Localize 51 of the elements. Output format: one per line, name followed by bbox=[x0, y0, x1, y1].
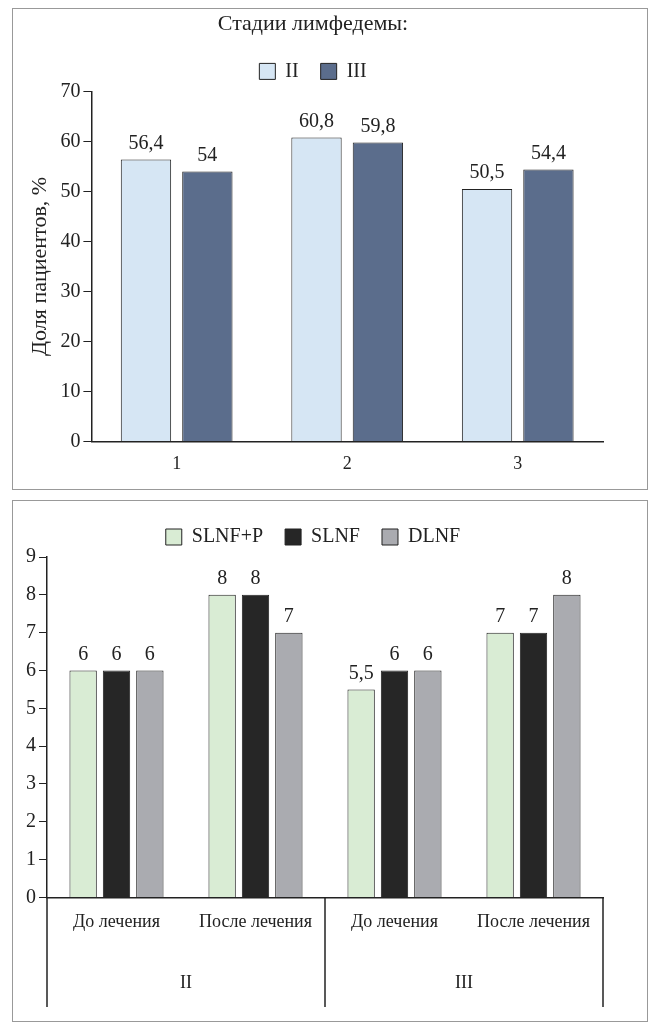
data-label: 6 bbox=[111, 641, 122, 664]
data-label: 8 bbox=[217, 566, 228, 589]
x-tick-label: До лечения bbox=[351, 910, 438, 931]
x-tick-label: 1 bbox=[172, 452, 182, 473]
legend-label: SLNF bbox=[311, 524, 360, 547]
y-tick-label: 40 bbox=[60, 228, 81, 251]
x-tick-label: После лечения bbox=[198, 910, 313, 931]
data-label: 7 bbox=[283, 603, 294, 626]
y-tick-label: 8 bbox=[26, 582, 36, 605]
x-tick-label: До лечения bbox=[73, 910, 160, 931]
text: III bbox=[455, 971, 473, 992]
x-tick-label: 3 bbox=[513, 452, 523, 473]
y-tick-label: 0 bbox=[26, 884, 36, 907]
y-tick-label: 4 bbox=[26, 733, 36, 756]
data-label: 60,8 bbox=[299, 108, 334, 131]
data-label: 56,4 bbox=[128, 130, 164, 153]
legend-title: Стадии лимфедемы: bbox=[217, 9, 409, 35]
y-tick-label: 30 bbox=[60, 278, 81, 301]
data-label: 7 bbox=[528, 603, 539, 626]
y-tick-label: 60 bbox=[60, 128, 81, 151]
y-tick-label: 50 bbox=[60, 178, 81, 201]
y-axis-title: Доля пациентов, % bbox=[25, 176, 51, 356]
data-label: 54,4 bbox=[530, 140, 566, 163]
data-label: 54 bbox=[197, 142, 218, 165]
x-tick-label: 2 bbox=[342, 452, 352, 473]
legend-label: II bbox=[285, 58, 299, 81]
y-tick-label: 1 bbox=[26, 846, 36, 869]
data-label: 6 bbox=[389, 641, 400, 664]
y-tick-label: 6 bbox=[26, 657, 36, 680]
data-label: 5,5 bbox=[348, 660, 374, 683]
legend-label: DLNF bbox=[407, 524, 461, 547]
data-label: 6 bbox=[422, 641, 433, 664]
data-label: 6 bbox=[144, 641, 155, 664]
data-label: 59,8 bbox=[360, 113, 396, 136]
y-tick-label: 9 bbox=[26, 544, 36, 567]
data-label: 8 bbox=[250, 566, 261, 589]
data-label: 50,5 bbox=[469, 160, 505, 183]
data-label: 8 bbox=[561, 566, 572, 589]
legend-label: SLNF+P bbox=[191, 524, 264, 547]
y-tick-label: 3 bbox=[26, 771, 36, 794]
y-tick-label: 70 bbox=[60, 78, 81, 101]
data-label: 7 bbox=[495, 603, 506, 626]
x-tick-label: После лечения bbox=[476, 910, 591, 931]
y-tick-label: 20 bbox=[60, 328, 81, 351]
y-tick-label: 5 bbox=[26, 695, 36, 718]
y-tick-label: 10 bbox=[60, 378, 81, 401]
y-tick-label: 7 bbox=[26, 619, 36, 642]
legend-label: III bbox=[346, 58, 367, 81]
y-tick-label: 0 bbox=[70, 428, 81, 451]
text: II bbox=[180, 971, 192, 992]
y-tick-label: 2 bbox=[26, 809, 36, 832]
